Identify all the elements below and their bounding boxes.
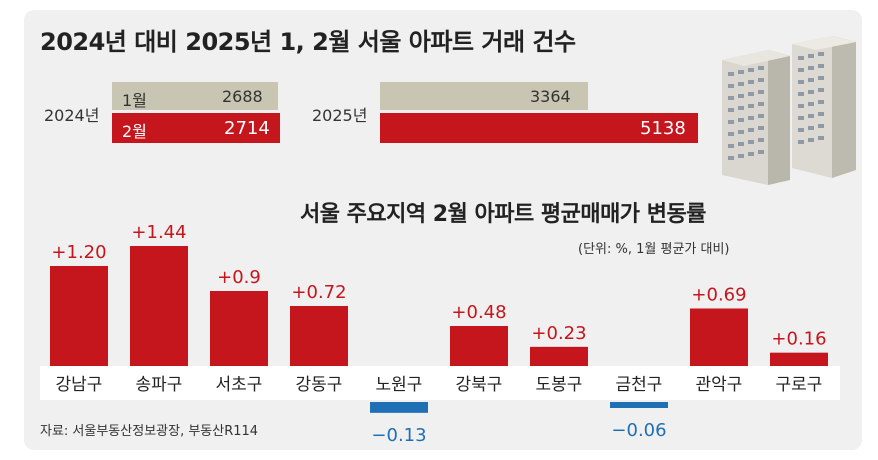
bar-3: [290, 306, 348, 366]
apartment-building-illustration: [722, 36, 856, 185]
value-2024-feb: 2714: [224, 118, 270, 139]
value-2025-feb: 5138: [640, 118, 686, 139]
category-label: 금천구: [616, 375, 663, 395]
value-label: +0.48: [451, 302, 506, 323]
category-band: [40, 366, 840, 400]
value-2025-jan: 3364: [530, 87, 571, 106]
category-label: 서초구: [216, 375, 263, 395]
bar-2024-jan: [112, 82, 278, 110]
value-label: +1.44: [131, 222, 186, 243]
value-label: −0.13: [371, 425, 426, 446]
building-left: [722, 50, 790, 185]
bar-4: [370, 402, 428, 413]
building-right: [792, 36, 856, 178]
bar-2024-feb: [112, 113, 280, 143]
value-label: −0.06: [611, 420, 666, 441]
value-2024-jan: 2688: [222, 87, 263, 106]
value-label: +1.20: [51, 242, 106, 263]
bar-2025-feb: [380, 113, 698, 143]
unit-note: (단위: %, 1월 평균가 대비): [578, 242, 730, 257]
value-label: +0.23: [531, 323, 586, 344]
source-note: 자료: 서울부동산정보광장, 부동산R114: [40, 424, 259, 439]
bar-2: [210, 291, 268, 366]
year-2024-label: 2024년: [44, 106, 100, 125]
bar-5: [450, 326, 508, 366]
category-label: 강남구: [56, 375, 103, 395]
transaction-title: 2024년 대비 2025년 1, 2월 서울 아파트 거래 건수: [40, 28, 576, 56]
category-label: 도봉구: [536, 375, 583, 395]
value-label: +0.72: [291, 282, 346, 303]
category-label: 강동구: [296, 375, 343, 395]
price-change-title: 서울 주요지역 2월 아파트 평균매매가 변동률: [300, 202, 706, 227]
year-2025-label: 2025년: [312, 106, 368, 125]
bar-0: [50, 266, 108, 366]
bar-9: [770, 352, 828, 366]
label-jan-2024: 1월: [122, 91, 147, 110]
label-feb-2024: 2월: [122, 122, 147, 141]
value-label: +0.16: [771, 329, 826, 350]
value-label: +0.69: [691, 285, 746, 306]
category-label: 노원구: [376, 375, 423, 395]
value-label: +0.9: [217, 267, 261, 288]
bar-8: [690, 308, 748, 366]
category-label: 송파구: [136, 375, 183, 395]
category-label: 구로구: [776, 375, 823, 395]
bar-2025-jan: [380, 82, 588, 110]
category-label: 강북구: [456, 375, 503, 395]
bar-7: [610, 402, 668, 408]
category-label: 관악구: [696, 375, 743, 395]
bar-1: [130, 246, 188, 366]
bar-6: [530, 346, 588, 366]
